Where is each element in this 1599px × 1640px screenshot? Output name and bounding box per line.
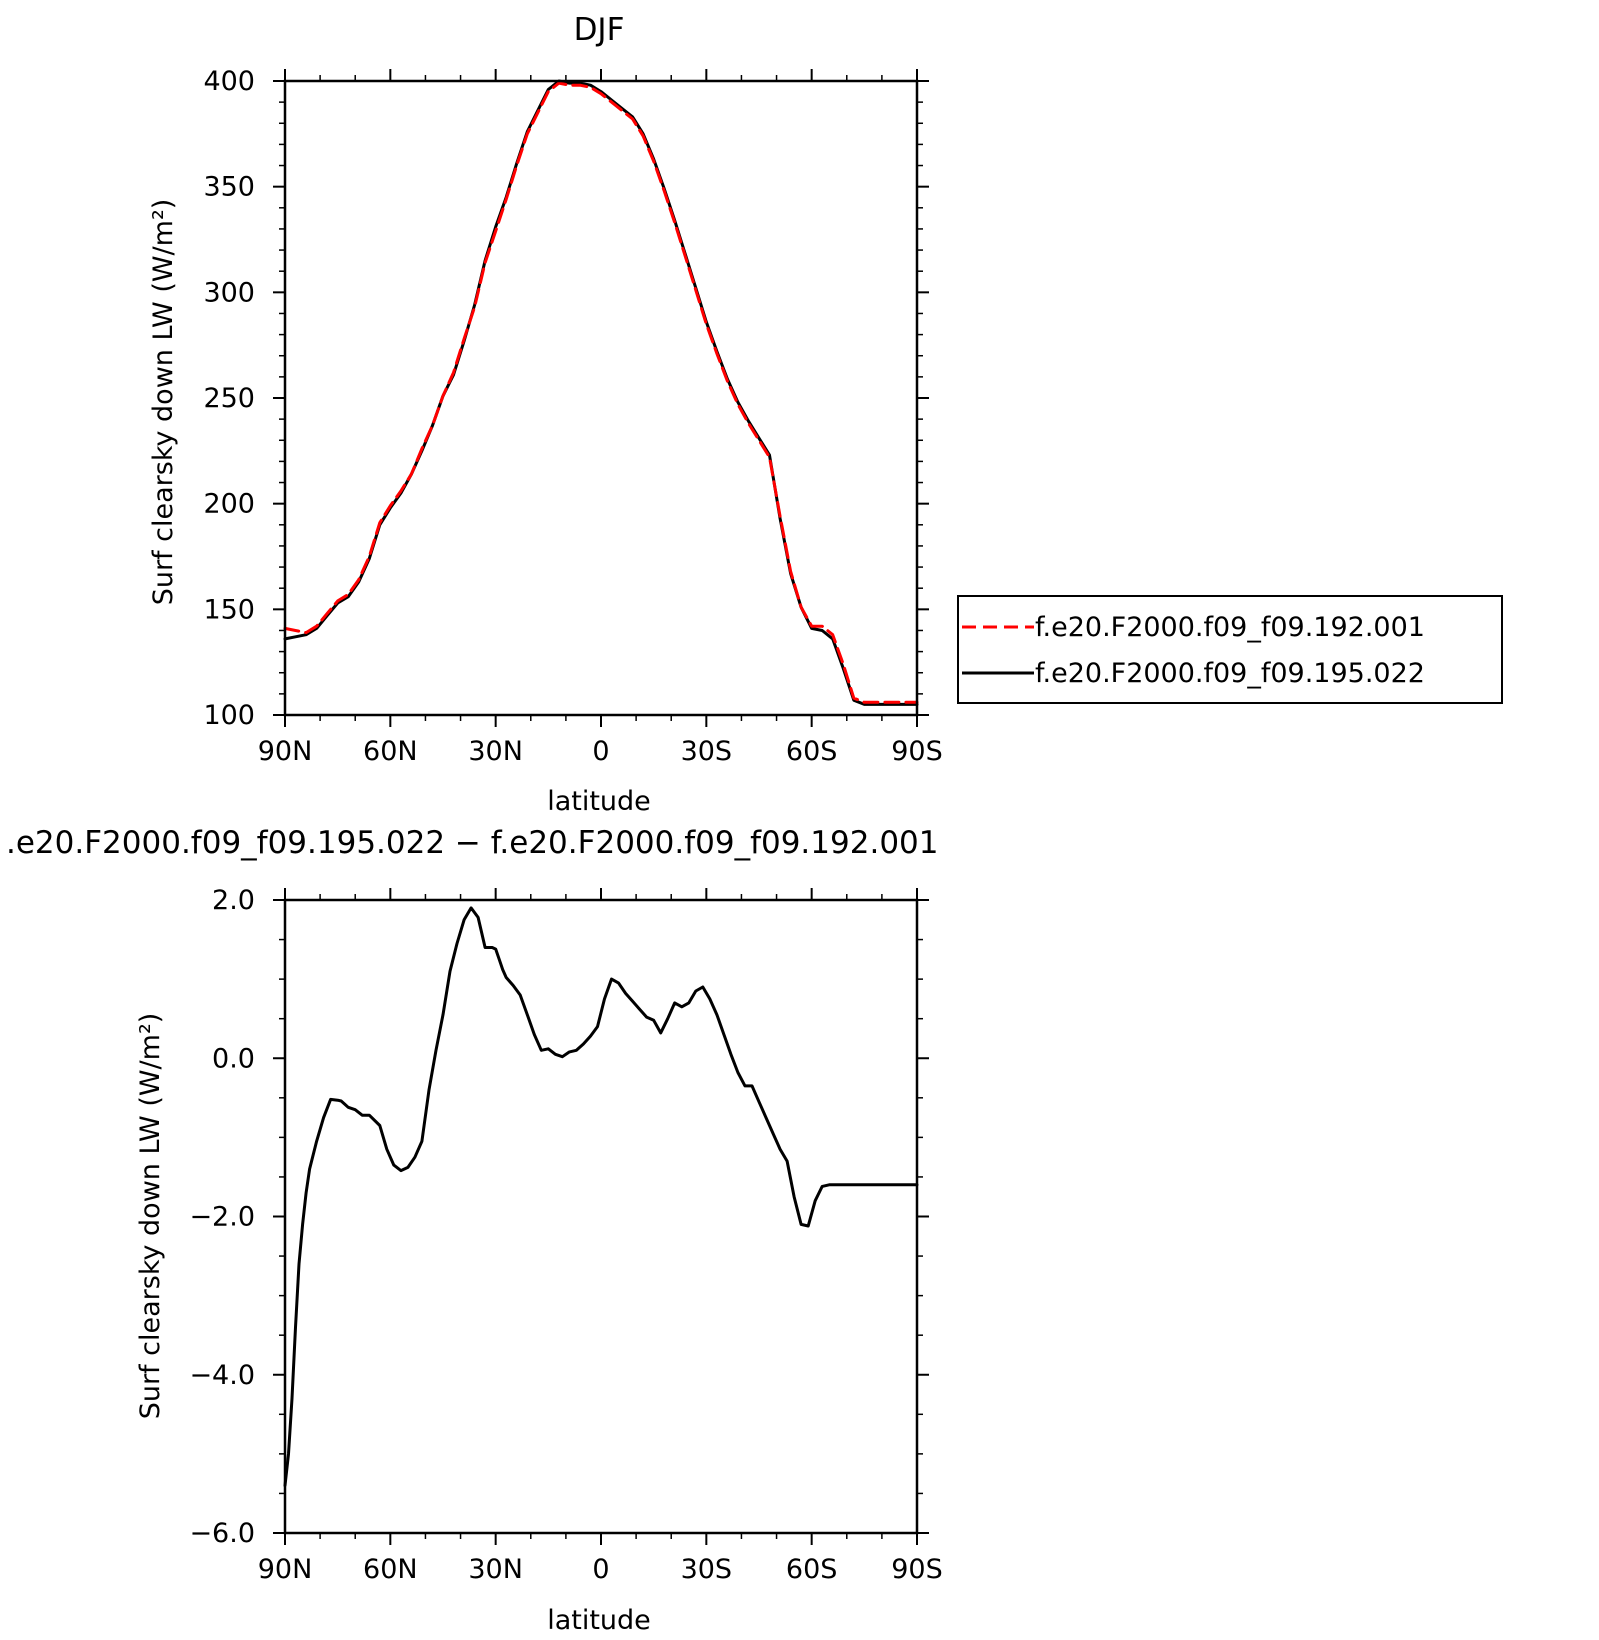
bottom-series — [283, 906, 919, 1487]
series-line-1 — [283, 81, 919, 704]
x-tick-label: 60S — [786, 736, 838, 767]
y-tick-label: 350 — [203, 172, 255, 203]
bottom-chart-title: .e20.F2000.f09_f09.195.022 − f.e20.F2000… — [6, 825, 938, 861]
x-tick-label: 90S — [891, 736, 943, 767]
y-tick-label: 300 — [203, 277, 255, 308]
legend: f.e20.F2000.f09_f09.192.001 f.e20.F2000.… — [957, 595, 1503, 704]
legend-box — [957, 595, 1503, 704]
y-tick-label: 0.0 — [212, 1043, 255, 1074]
top-y-axis-title: Surf clearsky down LW (W/m²) — [148, 199, 179, 606]
x-tick-label: 30N — [468, 1554, 523, 1585]
bottom-x-axis-title: latitude — [547, 1605, 651, 1635]
x-tick-label: 0 — [592, 736, 609, 767]
legend-label-series-1: f.e20.F2000.f09_f09.192.001 — [1035, 612, 1425, 643]
x-tick-label: 30N — [468, 736, 523, 767]
top-x-axis-title: latitude — [547, 786, 651, 817]
x-tick-label: 60N — [363, 736, 418, 767]
legend-label-series-2: f.e20.F2000.f09_f09.195.022 — [1035, 658, 1425, 689]
x-tick-label: 90N — [258, 736, 313, 767]
x-tick-label: 0 — [592, 1554, 609, 1585]
bottom-y-axis-title: Surf clearsky down LW (W/m²) — [135, 1013, 166, 1420]
y-tick-label: −2.0 — [189, 1202, 255, 1233]
series-line-1 — [283, 906, 919, 1487]
x-tick-label: 90N — [258, 1554, 313, 1585]
top-series — [283, 79, 919, 706]
series-line-2 — [283, 79, 919, 706]
bottom-ticks: 90N 60N 30N 0 30S 60S 90S −6.0 −4.0 −2.0 0.0 2.0 — [189, 885, 942, 1585]
y-tick-label: −4.0 — [189, 1360, 255, 1391]
y-tick-label: 250 — [203, 383, 255, 414]
top-plot-frame — [283, 79, 919, 717]
top-ticks: 90N 60N 30N 0 30S 60S 90S 100 150 200 250 300 350 400 — [203, 66, 942, 767]
y-tick-label: 400 — [203, 66, 255, 97]
x-tick-label: 90S — [891, 1554, 943, 1585]
x-tick-label: 60N — [363, 1554, 418, 1585]
top-chart-title: DJF — [574, 12, 625, 48]
top-panel: DJF latitude Surf clearsky down LW (W/m²… — [148, 12, 1503, 817]
bottom-panel: .e20.F2000.f09_f09.195.022 − f.e20.F2000… — [6, 825, 943, 1636]
bottom-plot-frame — [283, 898, 919, 1535]
x-tick-label: 30S — [681, 1554, 733, 1585]
y-tick-label: −6.0 — [189, 1518, 255, 1549]
y-tick-label: 2.0 — [212, 885, 255, 916]
y-tick-label: 200 — [203, 489, 255, 520]
x-tick-label: 60S — [786, 1554, 838, 1585]
x-tick-label: 30S — [681, 736, 733, 767]
y-tick-label: 150 — [203, 594, 255, 625]
y-tick-label: 100 — [203, 700, 255, 731]
